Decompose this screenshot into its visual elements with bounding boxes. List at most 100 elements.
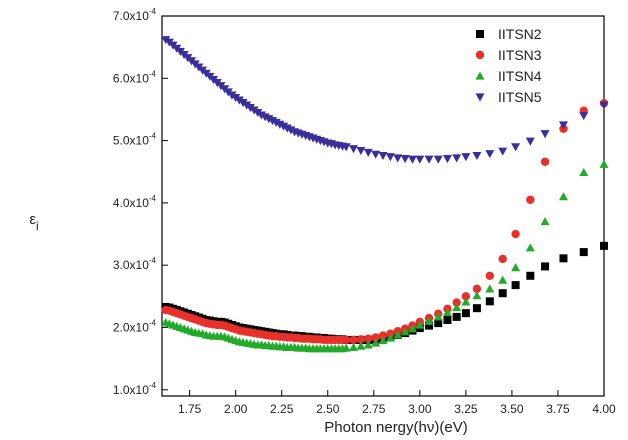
data-point <box>559 254 568 263</box>
data-point <box>540 130 550 139</box>
y-tick-label: 2.0x10-4 <box>113 318 157 334</box>
data-point <box>253 108 263 118</box>
x-axis-title: Photon nergy(hν)(eV) <box>324 419 467 436</box>
data-point <box>526 271 535 280</box>
data-point <box>443 316 452 324</box>
data-point <box>424 316 434 325</box>
data-point <box>599 159 609 168</box>
y-tick-label: 5.0x10-4 <box>113 132 157 148</box>
data-point <box>385 153 395 162</box>
data-point <box>485 271 495 280</box>
data-point <box>452 303 462 312</box>
legend-marker <box>476 30 484 38</box>
data-point <box>541 262 550 271</box>
x-tick-label: 2.25 <box>270 402 294 416</box>
data-point <box>407 324 417 333</box>
y-tick-label: 1.0x10-4 <box>113 381 157 397</box>
data-point <box>363 148 373 157</box>
data-point <box>526 195 535 204</box>
data-point <box>161 36 171 45</box>
data-point <box>356 335 366 344</box>
data-point <box>393 154 403 163</box>
data-point <box>415 155 425 164</box>
data-point <box>349 335 358 345</box>
x-tick-label: 3.25 <box>454 402 478 416</box>
legend-label: IITSN2 <box>498 26 542 42</box>
legend-item-iitsn4: IITSN4 <box>475 68 542 84</box>
data-point <box>442 308 452 317</box>
data-point <box>415 320 425 329</box>
data-point <box>363 340 373 349</box>
data-point <box>433 312 443 321</box>
data-point <box>407 155 417 164</box>
data-point <box>525 243 535 252</box>
data-point <box>472 151 482 161</box>
axis-ticks: 1.75 2.00 2.25 2.50 2.75 3.00 3.25 3.50 3.75 4.00… <box>113 7 616 416</box>
data-point <box>393 330 403 339</box>
data-point <box>472 291 482 300</box>
data-point <box>356 341 366 350</box>
legend-item-iitsn3: IITSN3 <box>475 47 542 63</box>
data-point <box>558 121 568 130</box>
data-point <box>349 145 359 154</box>
data-point <box>540 157 550 166</box>
data-point <box>424 155 434 164</box>
legend-item-iitsn5: IITSN5 <box>475 89 542 105</box>
data-point <box>461 297 471 306</box>
x-tick-label: 4.00 <box>592 402 616 416</box>
legend-marker <box>475 71 485 80</box>
data-point <box>442 155 452 164</box>
data-point <box>579 248 588 257</box>
data-point <box>511 281 520 290</box>
y-axis-subscript: i <box>36 219 39 233</box>
data-point <box>400 155 410 164</box>
series-iitsn5 <box>161 36 609 164</box>
data-point <box>498 289 507 298</box>
y-axis-title: εi <box>29 211 38 233</box>
data-point <box>511 263 521 272</box>
data-point <box>498 147 508 156</box>
legend-label: IITSN3 <box>498 47 542 63</box>
data-point <box>242 101 252 110</box>
data-point <box>452 312 461 321</box>
legend-marker <box>475 93 485 102</box>
plot-frame <box>161 15 605 397</box>
data-point <box>400 327 410 336</box>
data-point <box>356 146 366 156</box>
x-tick-label: 3.00 <box>408 402 432 416</box>
x-tick-label: 2.00 <box>224 402 248 416</box>
series-layer <box>161 36 609 353</box>
legend-label: IITSN4 <box>498 68 542 84</box>
data-point <box>600 241 608 250</box>
y-tick-label: 7.0x10-4 <box>113 7 157 23</box>
data-point <box>579 167 589 176</box>
data-point <box>234 96 244 105</box>
data-point <box>349 342 359 352</box>
y-tick-label: 4.0x10-4 <box>113 194 157 210</box>
legend: IITSN2 IITSN3 IITSN4 IITSN5 <box>475 26 542 105</box>
data-point <box>245 103 255 113</box>
data-point <box>511 143 521 152</box>
x-tick-label: 3.50 <box>500 402 524 416</box>
data-point <box>249 106 259 115</box>
data-point <box>579 112 589 121</box>
x-tick-label: 2.75 <box>362 402 386 416</box>
data-point <box>341 343 351 352</box>
data-point <box>341 335 351 345</box>
data-point <box>231 94 241 103</box>
data-point <box>433 155 443 164</box>
data-point <box>485 297 494 306</box>
data-point <box>385 333 395 342</box>
data-point <box>341 143 351 152</box>
y-tick-label: 6.0x10-4 <box>113 69 157 85</box>
data-point <box>371 150 381 159</box>
data-point <box>461 153 471 162</box>
data-point <box>485 150 495 159</box>
x-tick-label: 1.75 <box>178 402 202 416</box>
data-point <box>425 321 434 330</box>
data-point <box>472 284 482 294</box>
data-point <box>461 309 470 318</box>
data-point <box>378 331 388 340</box>
data-point <box>238 98 248 108</box>
